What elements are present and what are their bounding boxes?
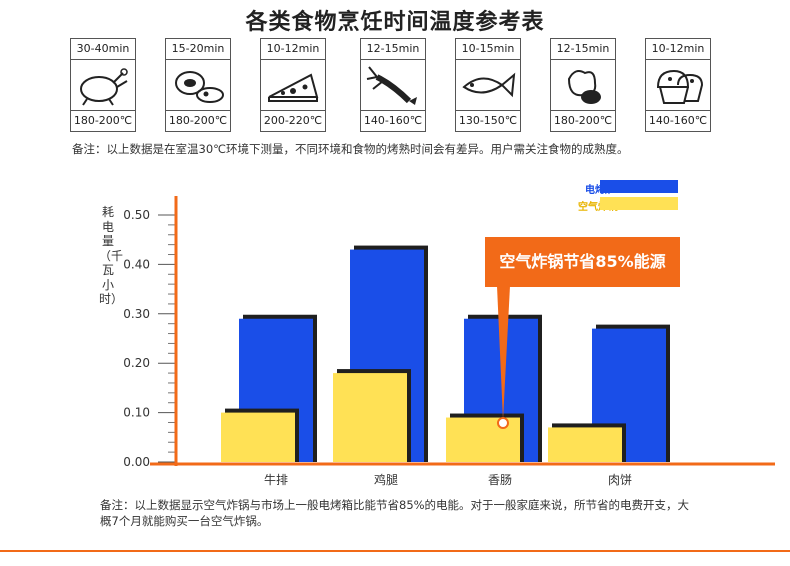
legend-swatch-airfryer bbox=[600, 197, 678, 210]
bar-airfryer-2 bbox=[446, 417, 520, 462]
cook-time: 15-20min bbox=[166, 39, 230, 60]
cupcake-icon bbox=[646, 59, 710, 111]
cook-time: 12-15min bbox=[551, 39, 615, 60]
cook-temp: 180-200℃ bbox=[166, 110, 230, 131]
cook-temp: 140-160℃ bbox=[646, 110, 710, 131]
food-card: 10-12min 140-160℃ bbox=[645, 38, 711, 132]
bar-airfryer-0 bbox=[221, 412, 295, 462]
cook-time: 10-15min bbox=[456, 39, 520, 60]
legend-label-airfryer: 空气炸锅 bbox=[578, 202, 618, 213]
page-title: 各类食物烹饪时间温度参考表 bbox=[245, 10, 545, 35]
food-card: 12-15min 140-160℃ bbox=[360, 38, 426, 132]
crayfish-icon bbox=[361, 59, 425, 111]
food-card: 15-20min 180-200℃ bbox=[165, 38, 231, 132]
cook-temp: 180-200℃ bbox=[551, 110, 615, 131]
legend-swatch-oven bbox=[600, 180, 678, 193]
savings-note: 备注：以上数据显示空气炸锅与市场上一般电烤箱比能节省85%的电能。对于一般家庭来… bbox=[100, 498, 690, 528]
y-tick-label: 0.30 bbox=[123, 307, 150, 321]
x-tick-label: 香肠 bbox=[488, 473, 512, 487]
food-card: 30-40min 180-200℃ bbox=[70, 38, 136, 132]
cook-time: 12-15min bbox=[361, 39, 425, 60]
x-tick-label: 鸡腿 bbox=[374, 472, 398, 487]
y-tick-label: 0.10 bbox=[123, 406, 150, 420]
bar-airfryer-3 bbox=[548, 427, 622, 462]
y-axis-label: 耗电量（千瓦小时） bbox=[99, 205, 124, 306]
cook-time: 10-12min bbox=[261, 39, 325, 60]
callout-marker bbox=[497, 417, 509, 429]
fish-icon bbox=[456, 59, 520, 111]
cook-time: 10-12min bbox=[646, 39, 710, 60]
y-tick-label: 0.40 bbox=[123, 257, 150, 271]
y-tick-label: 0.50 bbox=[123, 208, 150, 222]
y-tick-label: 0.00 bbox=[123, 455, 150, 469]
x-tick-label: 牛排 bbox=[264, 472, 288, 487]
food-card: 10-12min 200-220℃ bbox=[260, 38, 326, 132]
nuts-icon bbox=[551, 59, 615, 111]
cooking-note: 备注：以上数据是在室温30℃环境下测量，不同环境和食物的烤熟时间会有差异。用户需… bbox=[72, 142, 629, 156]
cook-temp: 200-220℃ bbox=[261, 110, 325, 131]
cook-temp: 180-200℃ bbox=[71, 110, 135, 131]
food-card: 10-15min 130-150℃ bbox=[455, 38, 521, 132]
x-tick-label: 肉饼 bbox=[608, 473, 632, 487]
pizza-icon bbox=[261, 59, 325, 111]
food-cards: 30-40min 180-200℃ 15-20min 180-200℃ 10-1… bbox=[70, 38, 720, 134]
savings-callout: 空气炸锅节省85%能源 bbox=[485, 237, 680, 287]
cook-temp: 140-160℃ bbox=[361, 110, 425, 131]
cook-temp: 130-150℃ bbox=[456, 110, 520, 131]
roast-chicken-icon bbox=[71, 59, 135, 111]
cook-time: 30-40min bbox=[71, 39, 135, 60]
food-card: 12-15min 180-200℃ bbox=[550, 38, 616, 132]
y-tick-label: 0.20 bbox=[123, 356, 150, 370]
meat-slice-icon bbox=[166, 59, 230, 111]
bar-airfryer-1 bbox=[333, 373, 407, 462]
callout-pointer bbox=[497, 286, 510, 420]
